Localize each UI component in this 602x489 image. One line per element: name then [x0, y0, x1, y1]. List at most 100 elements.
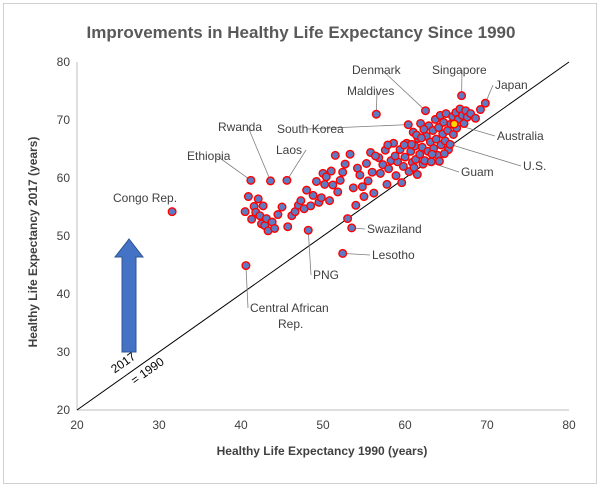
- x-tick-label: 60: [398, 418, 412, 432]
- data-point: [340, 159, 350, 169]
- leader-line: [342, 253, 371, 256]
- data-point: [247, 214, 257, 224]
- data-point: [434, 156, 444, 166]
- reference-line: 2017= 1990: [76, 61, 570, 411]
- data-point: [400, 152, 410, 162]
- leader-line: [216, 155, 252, 181]
- data-point: [277, 202, 287, 212]
- leader-line: [306, 124, 409, 130]
- point-label: Lesotho: [372, 248, 415, 262]
- tick-labels: 20 30 40 50 60 70 80 20 30 40 50 60 70 80: [57, 55, 576, 432]
- data-point: [409, 163, 419, 173]
- data-point: [338, 167, 348, 177]
- leader-line: [286, 149, 307, 181]
- data-point: [390, 151, 400, 161]
- data-point: [347, 223, 357, 233]
- point-label: Swaziland: [367, 222, 422, 236]
- annotation-leaders: [216, 69, 522, 309]
- x-tick-label: 20: [70, 418, 84, 432]
- data-point: [391, 171, 401, 181]
- data-point: [348, 183, 358, 193]
- data-point: [240, 207, 250, 217]
- point-label: Australia: [497, 129, 544, 143]
- y-tick-label: 60: [57, 171, 71, 185]
- point-label: South Korea: [277, 122, 344, 136]
- data-point: [427, 149, 437, 159]
- data-point: [367, 167, 377, 177]
- data-point: [326, 166, 336, 176]
- up-arrow-icon: [113, 238, 145, 353]
- chart-frame: [3, 3, 597, 484]
- y-tick-label: 40: [57, 287, 71, 301]
- x-tick-label: 70: [480, 418, 494, 432]
- data-point: [397, 178, 407, 188]
- data-point: [403, 120, 413, 130]
- data-point: [328, 180, 338, 190]
- point-labels: Congo Rep. Ethiopia Rwanda Laos Maldives Denm…: [113, 63, 546, 331]
- data-point: [480, 98, 490, 108]
- data-point: [399, 140, 409, 150]
- data-point: [296, 196, 306, 206]
- data-point: [431, 134, 441, 144]
- data-points: [167, 91, 490, 271]
- leader-line: [381, 69, 426, 112]
- point-label: Laos: [276, 143, 302, 157]
- point-label: Singapore: [432, 63, 487, 77]
- data-point: [439, 149, 449, 159]
- point-label: Maldives: [347, 84, 394, 98]
- data-point: [370, 151, 380, 161]
- data-point: [306, 201, 316, 211]
- leader-line: [307, 230, 312, 276]
- data-point: [407, 139, 417, 149]
- data-point: [471, 113, 481, 123]
- data-point: [363, 176, 373, 186]
- data-point: [241, 261, 251, 271]
- data-point: [345, 149, 355, 159]
- y-axis-title: Healthy Life Expectancy 2017 (years): [26, 137, 40, 348]
- chart-title: Improvements in Healthy Life Expectancy …: [87, 23, 516, 42]
- data-point: [266, 176, 276, 186]
- data-point: [351, 200, 361, 210]
- data-point: [330, 150, 340, 160]
- point-label: Denmark: [352, 63, 402, 77]
- data-point: [253, 194, 263, 204]
- y-tick-label: 50: [57, 229, 71, 243]
- data-point: [316, 193, 326, 203]
- data-point: [338, 248, 348, 258]
- data-point: [321, 172, 331, 182]
- x-tick-label: 50: [316, 418, 330, 432]
- point-label: Japan: [495, 78, 528, 92]
- axes: [76, 62, 569, 411]
- data-point: [320, 179, 330, 189]
- y-tick-label: 20: [57, 403, 71, 417]
- reference-line-y-equals-x: [76, 61, 570, 411]
- leader-line: [247, 126, 271, 182]
- x-tick-label: 40: [234, 418, 248, 432]
- data-point: [302, 185, 312, 195]
- data-point: [421, 106, 431, 116]
- data-point: [355, 170, 365, 180]
- data-point: [283, 222, 293, 232]
- data-point: [369, 188, 379, 198]
- y-tick-label: 70: [57, 113, 71, 127]
- x-axis-title: Healthy Life Expectancy 1990 (years): [217, 444, 428, 458]
- y-tick-label: 80: [57, 55, 71, 69]
- data-point: [412, 170, 422, 180]
- data-point: [246, 175, 256, 185]
- x-tick-label: 30: [152, 418, 166, 432]
- data-point: [258, 201, 268, 211]
- data-point: [371, 109, 381, 119]
- data-point: [167, 207, 177, 217]
- data-point: [439, 117, 449, 127]
- data-point: [282, 175, 292, 185]
- leader-line: [245, 265, 249, 309]
- data-point: [359, 192, 369, 202]
- data-point: [333, 187, 343, 197]
- point-label: Guam: [461, 165, 494, 179]
- data-point: [384, 164, 394, 174]
- x-tick-label: 80: [562, 418, 576, 432]
- data-point: [419, 124, 429, 134]
- data-point: [343, 214, 353, 224]
- data-point: [243, 192, 253, 202]
